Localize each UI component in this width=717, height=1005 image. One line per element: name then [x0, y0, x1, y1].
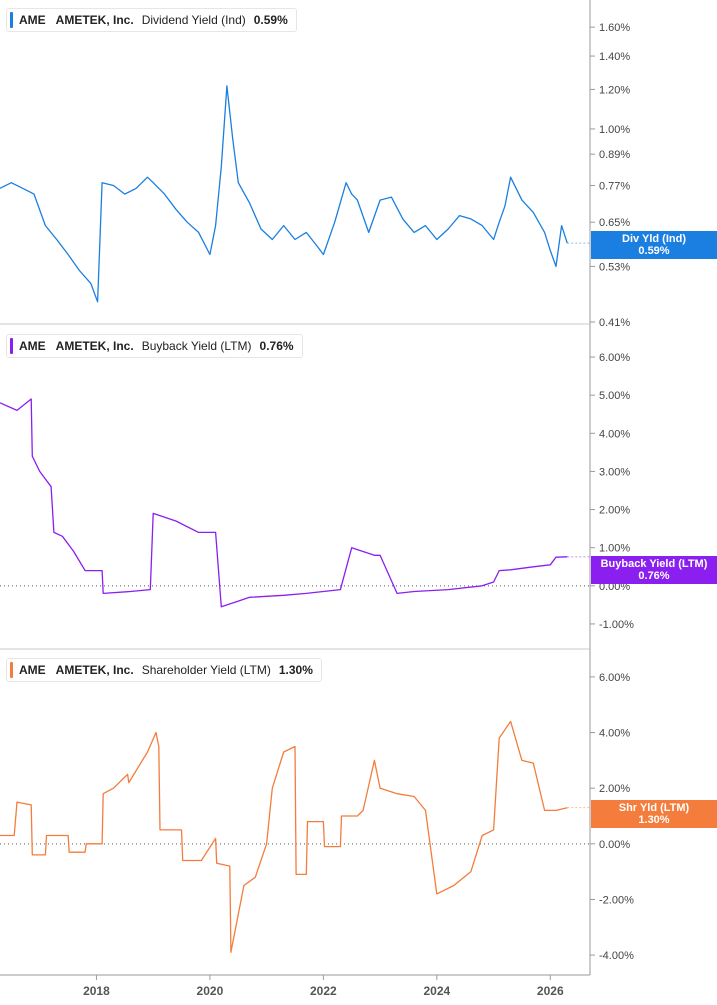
legend-metric: Dividend Yield (Ind) [141, 13, 246, 27]
x-tick-label: 2026 [537, 984, 564, 998]
legend-ticker: AME [19, 663, 46, 677]
legend-dividend-yield: AME AMETEK, Inc. Dividend Yield (Ind) 0.… [6, 8, 297, 32]
tag-shareholder-yield: Shr Yld (LTM) 1.30% [591, 800, 717, 828]
y-tick-label: -4.00% [599, 950, 634, 962]
tag-value: 0.76% [638, 570, 670, 582]
y-tick-label: 1.40% [599, 51, 630, 63]
tag-buyback-yield: Buyback Yield (LTM) 0.76% [591, 556, 717, 584]
x-tick-label: 2022 [310, 984, 337, 998]
series-line-1 [0, 85, 568, 303]
legend-metric: Shareholder Yield (LTM) [141, 663, 271, 677]
y-tick-label: 3.00% [599, 466, 630, 478]
legend-value: 1.30% [278, 663, 313, 677]
legend-company: AMETEK, Inc. [55, 339, 134, 353]
y-tick-label: 2.00% [599, 783, 630, 795]
y-tick-label: 2.00% [599, 505, 630, 517]
legend-color-marker [10, 662, 13, 678]
tag-label: Shr Yld (LTM) [618, 802, 690, 814]
y-tick-label: 5.00% [599, 390, 630, 402]
y-tick-label: 0.41% [599, 317, 630, 329]
y-tick-label: 0.65% [599, 217, 630, 229]
y-tick-label: 1.60% [599, 22, 630, 34]
series-line-2 [0, 398, 568, 608]
legend-color-marker [10, 338, 13, 354]
y-tick-label: 0.77% [599, 181, 630, 193]
legend-ticker: AME [19, 13, 46, 27]
x-tick-label: 2018 [83, 984, 110, 998]
y-tick-label: 4.00% [599, 728, 630, 740]
tag-label: Buyback Yield (LTM) [600, 558, 708, 570]
legend-metric: Buyback Yield (LTM) [141, 339, 252, 353]
tag-label: Div Yld (Ind) [622, 233, 686, 245]
legend-value: 0.76% [259, 339, 294, 353]
y-tick-label: 4.00% [599, 428, 630, 440]
tag-dividend-yield: Div Yld (Ind) 0.59% [591, 231, 717, 259]
legend-buyback-yield: AME AMETEK, Inc. Buyback Yield (LTM) 0.7… [6, 334, 303, 358]
x-tick-label: 2020 [197, 984, 224, 998]
x-tick-label: 2024 [423, 984, 450, 998]
legend-company: AMETEK, Inc. [55, 13, 134, 27]
legend-color-marker [10, 12, 13, 28]
y-tick-label: -1.00% [599, 619, 634, 631]
series-line-3 [0, 720, 568, 953]
y-tick-label: 1.00% [599, 543, 630, 555]
legend-ticker: AME [19, 339, 46, 353]
legend-company: AMETEK, Inc. [55, 663, 134, 677]
legend-shareholder-yield: AME AMETEK, Inc. Shareholder Yield (LTM)… [6, 658, 322, 682]
y-tick-label: 0.00% [599, 839, 630, 851]
y-tick-label: 6.00% [599, 352, 630, 364]
y-tick-label: 6.00% [599, 672, 630, 684]
y-tick-label: 1.00% [599, 124, 630, 136]
y-tick-label: 1.20% [599, 84, 630, 96]
y-tick-label: -2.00% [599, 894, 634, 906]
y-tick-label: 0.89% [599, 149, 630, 161]
tag-value: 0.59% [638, 245, 670, 257]
legend-value: 0.59% [253, 13, 288, 27]
tag-value: 1.30% [638, 814, 670, 826]
y-tick-label: 0.53% [599, 261, 630, 273]
